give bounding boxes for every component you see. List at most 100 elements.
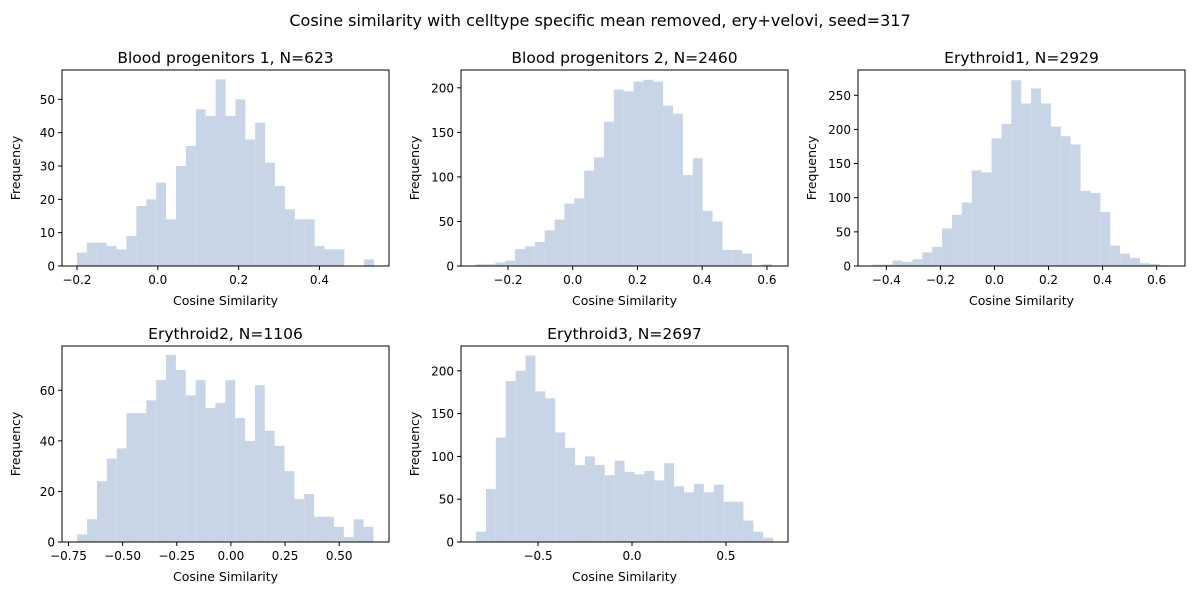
histogram-bar [673,113,683,267]
histogram-bar [664,463,675,542]
histogram-bar [156,380,167,542]
histogram-bar [505,260,516,266]
x-tick-label: 0.0 [622,549,641,563]
y-tick-label: 30 [40,160,55,174]
y-tick-label: 40 [40,434,55,448]
histogram-bar [633,81,644,266]
histogram-bar [1100,212,1111,266]
x-tick-label: −0.2 [62,273,91,287]
axes-frame [61,69,390,267]
histogram-bar [505,381,516,542]
histogram-bar [126,413,137,542]
y-tick-label: 0 [47,260,55,274]
histogram-bar [185,395,196,542]
histogram-bar [1080,190,1091,266]
histogram-bar [353,519,364,542]
subplots: −0.2 0.0 0.2 0.4 0 10 20 30 40 50 Blood progenitor… [8,49,1186,584]
x-tick-label: 0.6 [1147,273,1166,287]
histogram-bar [495,437,506,542]
y-tick-label: 0 [446,260,454,274]
histogram-bar [245,440,255,542]
x-axis-label: Cosine Similarity [572,293,678,308]
histogram-bar [1001,123,1012,266]
y-tick-label: 20 [40,485,55,499]
x-tick-label: −0.25 [158,549,195,563]
y-axis-label: Frequency [407,411,422,476]
y-tick-label: 100 [431,450,454,464]
y-tick-label: 40 [40,126,55,140]
x-tick-label: 0.0 [148,273,167,287]
histogram-bar [932,246,943,266]
histogram-bar [294,499,305,542]
subplot-3: −0.4 −0.2 0.0 0.2 0.4 0.6 0 50 100 150 200 250 Eryth… [804,49,1186,308]
histogram-bar [334,249,345,266]
x-tick-label: 0.25 [272,549,299,563]
x-tick-label: 0.4 [693,273,712,287]
histogram-bar [693,483,704,542]
histogram-bar [544,230,555,266]
y-tick-label: 0 [446,536,454,550]
histogram-bar [175,166,186,266]
histogram-bar [146,199,157,266]
histogram-bar [515,370,526,542]
histogram-bar [872,264,883,266]
histogram-bar [195,380,206,542]
y-tick-label: 200 [431,364,454,378]
histogram-bar [156,182,167,266]
x-tick-label: 0.2 [628,273,647,287]
histogram-bar [761,264,772,266]
histogram-bar [255,122,266,266]
histogram-bar [185,146,196,266]
x-tick-label: 0.0 [563,273,582,287]
figure-suptitle: Cosine similarity with celltype specific… [289,11,910,30]
x-tick-label: 0.4 [1093,273,1112,287]
histogram-bar [564,203,575,266]
y-tick-label: 50 [439,215,454,229]
histogram-bar [235,99,246,266]
subplot-5: −0.5 0.0 0.5 0 50 100 150 200 Erythroid3, N=2697… [407,325,789,584]
y-tick-label: 150 [828,157,851,171]
histogram-bar [275,186,285,266]
histogram-bar [294,219,305,266]
histogram-bar [613,89,624,266]
histogram-bar [314,246,325,266]
subplot-title: Erythroid2, N=1106 [148,325,303,343]
histogram-bar [942,228,952,266]
histogram-bar [205,407,216,542]
histogram-bar [712,221,723,266]
histogram-bar [87,519,97,542]
histogram-bar [476,531,486,542]
y-axis-label: Frequency [8,411,23,476]
histogram-bar [1130,257,1140,266]
histogram-bar [1011,80,1022,267]
histogram-bar [96,481,107,542]
histogram-bar [545,398,556,542]
subplot-title: Blood progenitors 1, N=623 [117,49,333,67]
histogram-bar [1031,88,1042,266]
histogram-bar [703,492,714,542]
histogram-bar [692,158,703,266]
y-tick-label: 200 [431,81,454,95]
histogram-bar [981,172,992,266]
histogram-bar [584,456,595,542]
histogram-bar [634,474,645,542]
axes-frame [61,345,390,543]
histogram-bar [722,249,733,266]
histogram-bar [215,402,226,542]
histogram-bar [146,400,157,542]
histogram-bar [733,501,744,542]
histogram-bar [86,242,97,266]
histogram-bar [663,105,674,266]
histogram-bar [106,458,117,542]
histogram-bar [136,206,147,266]
histogram-bar [96,242,107,266]
histogram-bar [743,520,754,542]
histogram-bar [475,264,486,266]
x-tick-label: 0.50 [326,549,353,563]
histogram-bar [136,413,147,542]
histogram-bar [732,249,743,266]
y-axis-label: Frequency [8,135,23,200]
y-tick-label: 200 [828,123,851,137]
x-tick-label: −0.5 [523,549,552,563]
